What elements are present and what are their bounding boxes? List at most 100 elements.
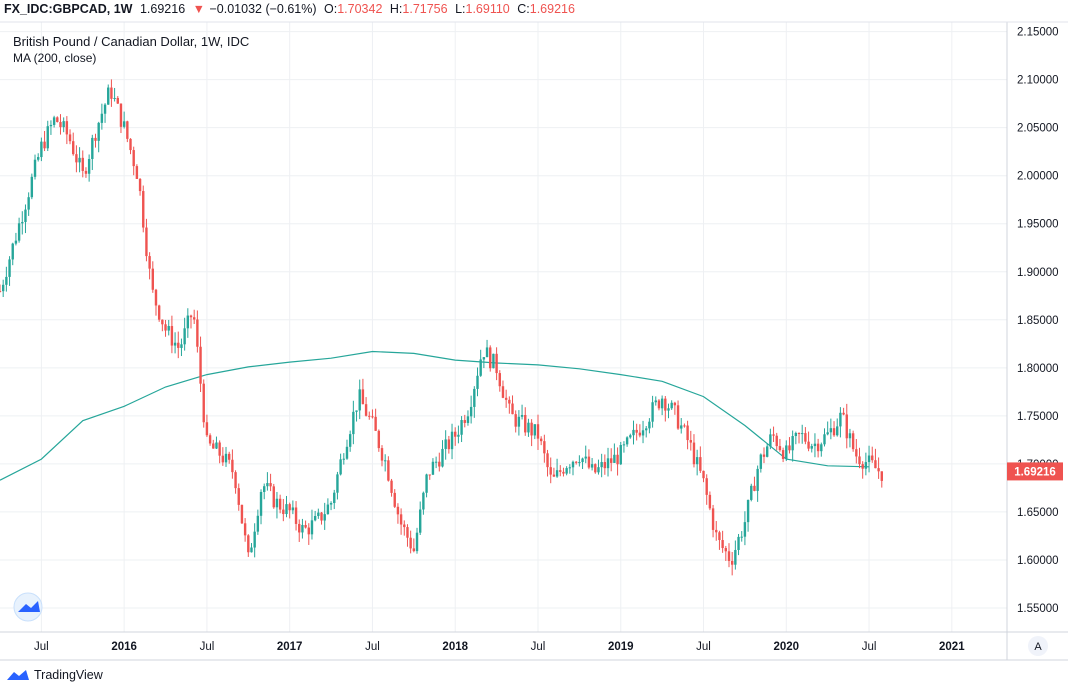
candle (457, 425, 460, 444)
candle-body (336, 474, 339, 493)
candle-body (578, 462, 581, 464)
candle-body (753, 485, 756, 491)
x-tick-label: 2016 (111, 641, 137, 653)
candle-body (533, 424, 537, 436)
candle-body (555, 470, 559, 477)
candle-body (298, 523, 301, 533)
candle (151, 261, 155, 293)
candle (578, 455, 581, 467)
candle-body (851, 433, 855, 450)
candle-body (520, 414, 524, 417)
candle-body (380, 448, 384, 461)
candle-body (797, 432, 801, 434)
candle (680, 418, 683, 434)
candle (374, 408, 377, 431)
candle (212, 439, 215, 449)
candle (320, 512, 323, 525)
footer-brand[interactable]: TradingView (6, 668, 103, 682)
candle-body (310, 520, 314, 535)
candle-body (383, 460, 387, 462)
candle-body (294, 507, 298, 524)
candle-body (218, 442, 221, 456)
candle (323, 502, 326, 530)
candle-body (485, 347, 489, 358)
candle (399, 508, 403, 535)
candle-body (234, 472, 237, 489)
last-price-tag: 1.69216 (1007, 462, 1063, 481)
candle-body (861, 464, 864, 469)
high-label: H: (389, 2, 403, 16)
candle-body (549, 467, 552, 475)
logo-bubble[interactable] (13, 592, 43, 622)
candle (355, 410, 358, 422)
candle (587, 449, 591, 470)
candle (154, 288, 158, 316)
candle (196, 310, 199, 353)
candle-body (91, 137, 94, 160)
tradingview-logo-icon (7, 670, 29, 680)
symbol-label[interactable]: FX_IDC:GBPCAD, 1W (4, 2, 133, 16)
candle-body (565, 468, 568, 474)
candle-body (103, 104, 107, 114)
candle-body (794, 432, 798, 437)
candle-body (715, 529, 718, 533)
candle (524, 407, 527, 436)
candle-body (422, 492, 425, 510)
candle (364, 397, 368, 417)
candle-body (81, 157, 84, 171)
candle (65, 116, 69, 145)
candle-body (616, 454, 619, 465)
candle-body (858, 456, 861, 465)
candle (428, 474, 431, 480)
candle (272, 483, 275, 509)
candle-body (65, 121, 69, 135)
candle-body (845, 414, 848, 439)
candle-body (243, 523, 247, 536)
grid-lines (0, 22, 1007, 632)
candle (14, 232, 18, 246)
candle-body (635, 429, 638, 433)
candle (469, 395, 473, 424)
candle-body (785, 445, 788, 459)
candle-body (816, 443, 820, 452)
candle (218, 440, 221, 464)
candle (94, 133, 97, 148)
candle (816, 438, 820, 458)
candle (836, 418, 839, 437)
candle-body (594, 464, 597, 473)
candle (447, 435, 451, 454)
candle-body (78, 157, 81, 163)
candle-body (272, 486, 275, 508)
auto-scale-label: A (1034, 641, 1042, 653)
candle (107, 84, 110, 105)
candle-body (43, 141, 46, 149)
candle (791, 430, 794, 462)
candle (737, 533, 740, 556)
candle (46, 120, 49, 152)
candle (794, 431, 798, 445)
candle (730, 552, 734, 576)
candle (756, 465, 759, 502)
candle-body (667, 408, 670, 411)
candle (530, 419, 533, 447)
candle-body (269, 483, 272, 487)
candle (851, 430, 855, 452)
candle-body (434, 461, 438, 463)
candle-body (705, 478, 708, 495)
candle (208, 433, 212, 446)
candle (72, 132, 75, 156)
candle (651, 395, 654, 428)
candle (489, 345, 492, 372)
candle (638, 424, 642, 438)
candle-body (759, 454, 763, 469)
candle (186, 308, 190, 338)
candle-body (864, 462, 868, 469)
ma-legend[interactable]: MA (200, close) (13, 51, 97, 65)
candle-body (457, 434, 460, 437)
candle (91, 134, 94, 171)
candle (409, 530, 412, 554)
candle-body (880, 471, 883, 481)
auto-scale-button[interactable]: A (1028, 636, 1048, 656)
candle (562, 467, 565, 477)
